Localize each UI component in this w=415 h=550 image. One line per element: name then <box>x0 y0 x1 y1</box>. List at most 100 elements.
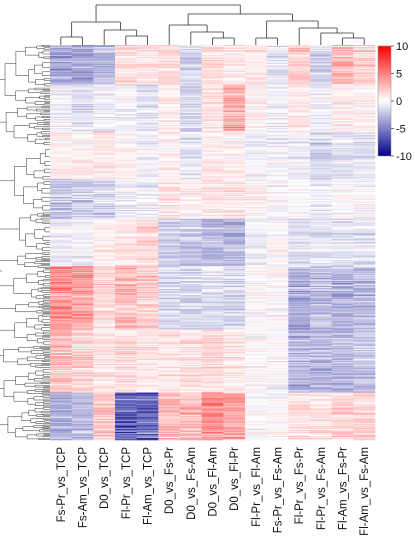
heatmap-cell <box>158 179 181 181</box>
heatmap-cell <box>93 81 116 83</box>
heatmap-cell <box>223 264 246 266</box>
heatmap-cell <box>201 282 224 284</box>
heatmap-cell <box>158 58 181 61</box>
heatmap-cell <box>136 140 159 143</box>
heatmap-cell <box>245 303 267 306</box>
heatmap-cell <box>223 155 246 157</box>
heatmap-cell <box>136 288 159 291</box>
heatmap-cell <box>115 53 137 56</box>
heatmap-cell <box>331 200 354 202</box>
heatmap-cell <box>158 208 181 211</box>
heatmap-cell <box>71 274 94 276</box>
heatmap-cell <box>310 108 332 110</box>
heatmap-cell <box>331 285 354 288</box>
heatmap-cell <box>353 45 376 48</box>
heatmap-cell <box>245 140 267 143</box>
heatmap-cell <box>71 51 94 54</box>
heatmap-cell <box>288 257 311 259</box>
heatmap-cell <box>331 136 354 139</box>
heatmap-cell <box>201 124 224 126</box>
heatmap-cell <box>266 210 289 213</box>
heatmap-cell <box>50 200 72 202</box>
heatmap-cell <box>288 174 311 176</box>
heatmap-cell <box>158 182 181 184</box>
heatmap-cell <box>50 170 72 172</box>
heatmap-cell <box>158 308 181 310</box>
heatmap-cell <box>115 240 137 242</box>
heatmap-cell <box>201 111 224 113</box>
heatmap-cell <box>201 166 224 168</box>
heatmap-cell <box>71 107 94 109</box>
heatmap-cell <box>266 185 289 187</box>
heatmap-cell <box>180 138 202 141</box>
heatmap-cell <box>180 188 202 190</box>
heatmap-cell <box>115 58 137 61</box>
heatmap-cell <box>158 272 181 274</box>
heatmap-cell <box>223 295 246 298</box>
heatmap-cell <box>136 92 159 94</box>
heatmap-cell <box>353 199 376 201</box>
heatmap-cell <box>245 71 267 73</box>
heatmap-cell <box>245 223 267 226</box>
heatmap-cell <box>71 75 94 77</box>
heatmap-cell <box>115 224 137 227</box>
heatmap-cell <box>158 148 181 150</box>
heatmap-cell <box>353 167 376 169</box>
heatmap-cell <box>223 162 246 164</box>
heatmap-cell <box>331 157 354 159</box>
heatmap-cell <box>310 296 332 299</box>
heatmap-cell <box>266 131 289 134</box>
heatmap-cell <box>158 94 181 96</box>
heatmap-cell <box>50 210 72 213</box>
heatmap-cell <box>266 253 289 255</box>
heatmap-cell <box>310 245 332 247</box>
heatmap-cell <box>223 107 246 109</box>
heatmap-cell <box>288 78 311 80</box>
heatmap-cell <box>266 100 289 102</box>
heatmap-cell <box>331 236 354 238</box>
heatmap-cell <box>288 189 311 191</box>
heatmap-cell <box>201 174 224 176</box>
heatmap-cell <box>136 48 159 51</box>
heatmap-cell <box>223 88 246 90</box>
heatmap-cell <box>310 147 332 149</box>
heatmap-cell <box>71 64 94 67</box>
heatmap-cell <box>266 160 289 162</box>
heatmap-cell <box>71 123 94 125</box>
heatmap-cell <box>93 280 116 282</box>
heatmap-cell <box>158 98 181 100</box>
heatmap-cell <box>353 271 376 273</box>
heatmap-cell <box>50 219 72 222</box>
heatmap-cell <box>115 76 137 78</box>
heatmap-cell <box>180 144 202 147</box>
heatmap-cell <box>71 164 94 166</box>
heatmap-cell <box>115 270 137 272</box>
heatmap-cell <box>353 187 376 189</box>
heatmap-cell <box>288 142 311 145</box>
heatmap-cell <box>266 68 289 70</box>
heatmap-cell <box>71 140 94 143</box>
heatmap-cell <box>353 127 376 130</box>
heatmap-cell <box>331 62 354 65</box>
heatmap-cell <box>266 102 289 104</box>
heatmap-cell <box>71 89 94 91</box>
heatmap-cell <box>223 135 246 138</box>
heatmap-cell <box>50 278 72 280</box>
heatmap-cell <box>180 296 202 299</box>
heatmap-cell <box>93 177 116 179</box>
heatmap-cell <box>93 259 116 261</box>
heatmap-cell <box>115 189 137 191</box>
heatmap-cell <box>115 137 137 140</box>
heatmap-cell <box>201 269 224 271</box>
heatmap-cell <box>93 66 116 69</box>
heatmap-cell <box>50 259 72 261</box>
heatmap-cell <box>331 72 354 74</box>
heatmap-cell <box>93 147 116 149</box>
heatmap-cell <box>223 170 246 172</box>
heatmap-cell <box>180 202 202 204</box>
heatmap-cell <box>245 127 267 130</box>
heatmap-cell <box>201 50 224 53</box>
heatmap-cell <box>71 282 94 284</box>
heatmap-cell <box>353 94 376 96</box>
heatmap-cell <box>158 268 181 270</box>
